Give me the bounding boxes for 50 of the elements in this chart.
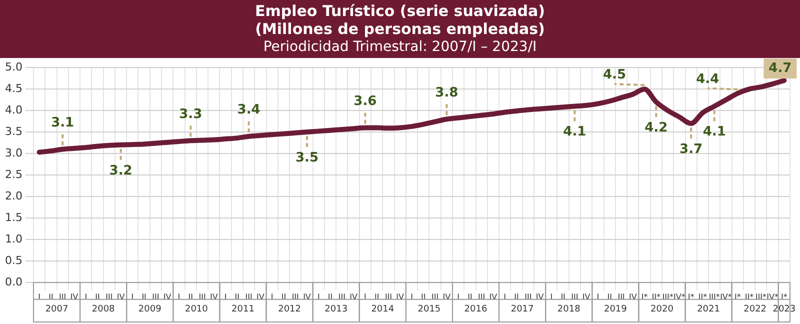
text: 2018	[557, 304, 581, 315]
y-tick-label: 3.5	[4, 124, 22, 138]
x-tick-label: I*	[641, 292, 648, 302]
data-label: 3.6	[354, 94, 377, 110]
text: 2016	[464, 304, 488, 315]
data-label: 4.1	[702, 124, 726, 140]
data-label: 3.2	[109, 163, 132, 178]
data-label: 4.5	[603, 67, 626, 82]
y-tick-label: 0.5	[4, 254, 22, 267]
text: 2010	[184, 304, 208, 315]
text: 2013	[324, 304, 348, 315]
y-tick-label: 2.0	[4, 189, 22, 202]
data-label: 4.7	[768, 60, 792, 76]
data-label: 3.4	[237, 102, 260, 118]
data-label: 3.5	[295, 150, 319, 166]
text: 2011	[232, 304, 254, 315]
y-tick-label: 3.0	[4, 146, 22, 160]
x-tick-label: I*	[734, 292, 741, 302]
y-tick-label: 0.0	[4, 275, 22, 288]
text: 2015	[418, 304, 441, 315]
text: 2007	[45, 304, 68, 315]
y-tick-label: 2.5	[4, 168, 22, 181]
text: 2019	[604, 304, 628, 315]
text: 2008	[92, 304, 116, 315]
data-label: 4.2	[644, 120, 668, 136]
x-tick-label: IV*	[674, 292, 686, 302]
text: 2014	[371, 304, 394, 315]
x-tick-label: I*	[781, 292, 788, 302]
x-tick-label: IV*	[720, 292, 732, 302]
x-tick-label: I*	[688, 292, 694, 302]
text: 2020	[650, 304, 674, 315]
text: 2012	[278, 304, 301, 315]
y-tick-label: 4.0	[4, 103, 22, 116]
data-label: 3.8	[435, 86, 458, 101]
text: 2017	[510, 304, 534, 315]
y-tick-label: 4.5	[4, 82, 22, 95]
chart-title: Empleo Turístico (serie suavizada) (Millones de personas empleadas)	[254, 2, 546, 38]
y-tick-label: 5.0	[4, 60, 22, 74]
data-label: 3.7	[680, 142, 703, 157]
data-label: 4.1	[563, 124, 586, 140]
chart-subtitle: Periodicidad Trimestral: 2007/I – 2023/I	[262, 38, 538, 56]
y-tick-label: 1.5	[4, 210, 22, 224]
text: 2022	[744, 304, 767, 315]
y-tick-label: 1.0	[4, 232, 22, 246]
text: 2021	[697, 304, 720, 315]
data-label: 3.3	[179, 107, 202, 122]
text: 2023	[772, 304, 796, 315]
data-label: 4.4	[696, 72, 720, 87]
text: 2009	[138, 304, 162, 315]
data-label: 3.1	[51, 116, 74, 131]
